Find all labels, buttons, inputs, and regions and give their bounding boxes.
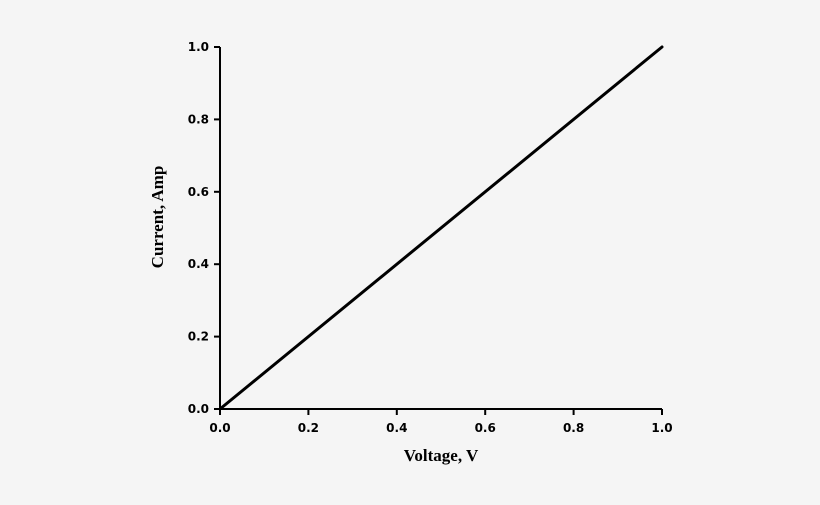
x-tick-label: 0.4 (386, 421, 407, 435)
y-axis: 0.0 0.2 0.4 0.6 0.8 1.0 (188, 40, 221, 416)
x-tick-label: 0.8 (563, 421, 584, 435)
y-tick-label: 0.2 (188, 330, 209, 344)
x-tick-label: 0.0 (209, 421, 230, 435)
y-tick-label: 0.4 (188, 257, 209, 271)
y-axis-title: Current, Amp (148, 166, 167, 269)
y-tick-label: 0.8 (188, 112, 209, 126)
series-layer (218, 45, 664, 411)
x-tick-label: 0.2 (298, 421, 319, 435)
series-line (218, 45, 664, 411)
x-tick-label: 1.0 (651, 421, 672, 435)
y-tick-label: 0.0 (188, 402, 209, 416)
y-tick-label: 0.6 (188, 185, 209, 199)
x-axis-title: Voltage, V (404, 446, 479, 465)
y-tick-label: 1.0 (188, 40, 209, 54)
x-tick-label: 0.6 (475, 421, 496, 435)
x-axis: 0.0 0.2 0.4 0.6 0.8 1.0 (209, 408, 673, 435)
